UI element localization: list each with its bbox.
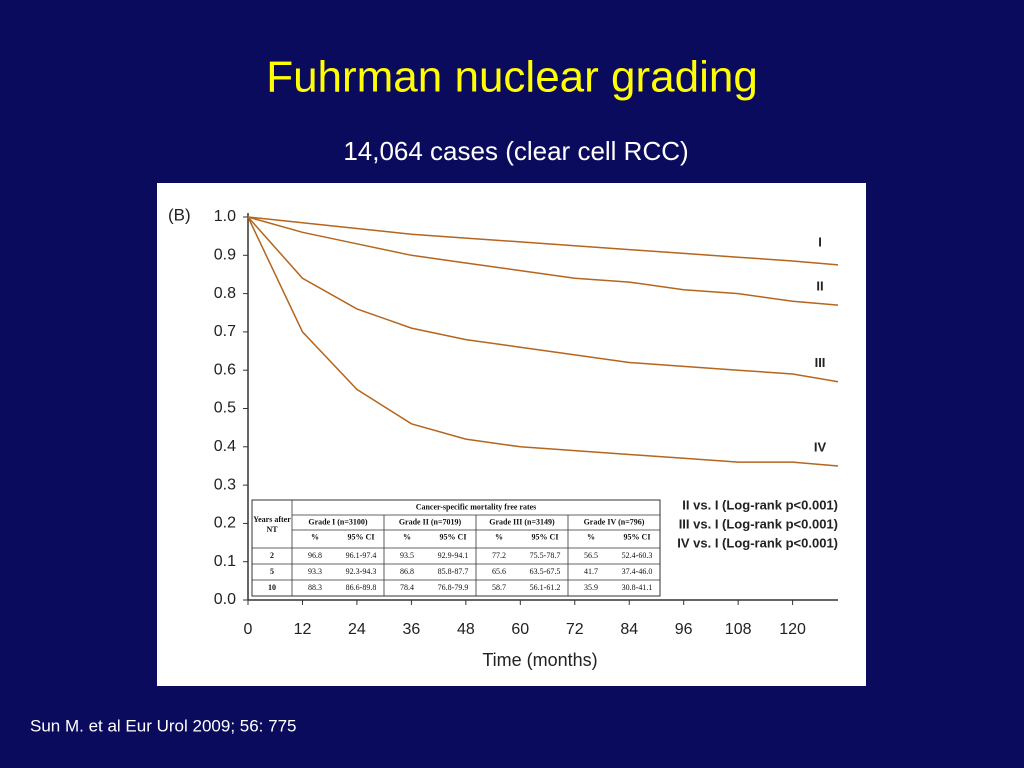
table-cell: 52.4-60.3: [622, 551, 653, 560]
table-cell: 88.3: [308, 583, 322, 592]
y-tick-label: 0.7: [214, 323, 236, 340]
table-cell: 65.6: [492, 567, 506, 576]
table-cell: %: [495, 532, 503, 541]
table-cell: %: [403, 532, 411, 541]
table-cell: 86.6-89.8: [346, 583, 377, 592]
table-cell: Grade II (n=7019): [399, 517, 462, 526]
slide-title: Fuhrman nuclear grading: [266, 53, 758, 102]
x-tick-label: 24: [348, 621, 366, 638]
y-tick-label: 0.4: [214, 438, 236, 455]
x-tick-label: 0: [244, 621, 253, 638]
table-cell: Cancer-specific mortality free rates: [416, 502, 537, 511]
x-tick-label: 96: [675, 621, 693, 638]
table-cell: 2: [270, 551, 274, 560]
table-cell: Grade III (n=3149): [489, 517, 555, 526]
survival-curve: [247, 216, 839, 266]
table-cell: 76.8-79.9: [438, 583, 469, 592]
survival-curve: [247, 216, 839, 383]
x-axis-label: Time (months): [482, 650, 597, 670]
curve-label: II: [816, 279, 823, 294]
table-cell: 85.8-87.7: [438, 567, 469, 576]
y-tick-label: 0.1: [214, 553, 236, 570]
table-cell: 78.4: [400, 583, 414, 592]
table-cell: 92.3-94.3: [346, 567, 377, 576]
log-rank-note: II vs. I (Log-rank p<0.001): [682, 497, 838, 512]
curve-label: IV: [814, 439, 827, 454]
y-tick-label: 1.0: [214, 208, 236, 225]
table-cell: 30.8-41.1: [622, 583, 653, 592]
table-corner: Years after NT: [253, 515, 291, 534]
table-cell: 10: [268, 583, 276, 592]
y-tick-label: 0.5: [214, 400, 236, 417]
table-cell: 93.5: [400, 551, 414, 560]
survival-curve: [247, 216, 839, 306]
table-cell: Grade I (n=3100): [308, 517, 368, 526]
x-tick-label: 120: [779, 621, 806, 638]
table-cell: 95% CI: [348, 532, 375, 541]
table-cell: 92.9-94.1: [438, 551, 469, 560]
y-tick-label: 0.6: [214, 361, 236, 378]
citation: Sun M. et al Eur Urol 2009; 56: 775: [30, 716, 297, 735]
chart-panel: [157, 183, 866, 686]
table-cell: 41.7: [584, 567, 598, 576]
log-rank-note: III vs. I (Log-rank p<0.001): [679, 516, 838, 531]
table-cell: 95% CI: [624, 532, 651, 541]
table-cell: 96.1-97.4: [346, 551, 377, 560]
table-cell: 95% CI: [440, 532, 467, 541]
table-cell: Grade IV (n=796): [584, 517, 645, 526]
table-cell: 96.8: [308, 551, 322, 560]
x-tick-label: 108: [725, 621, 752, 638]
table-cell: 75.5-78.7: [530, 551, 561, 560]
table-cell: 93.3: [308, 567, 322, 576]
x-tick-label: 36: [402, 621, 420, 638]
log-rank-note: IV vs. I (Log-rank p<0.001): [677, 535, 838, 550]
table-cell: 77.2: [492, 551, 506, 560]
x-tick-label: 84: [620, 621, 638, 638]
y-tick-label: 0.2: [214, 515, 236, 532]
panel-label: (B): [168, 205, 191, 224]
curve-label: I: [818, 234, 822, 249]
table-cell: %: [587, 532, 595, 541]
table-cell: 56.1-61.2: [530, 583, 561, 592]
table-cell: %: [311, 532, 319, 541]
curve-label: III: [815, 355, 826, 370]
table-cell: 35.9: [584, 583, 598, 592]
table-cell: 86.8: [400, 567, 414, 576]
y-tick-label: 0.8: [214, 285, 236, 302]
table-cell: 56.5: [584, 551, 598, 560]
table-cell: 37.4-46.0: [622, 567, 653, 576]
y-tick-label: 0.9: [214, 247, 236, 264]
table-cell: 63.5-67.5: [530, 567, 561, 576]
table-cell: 58.7: [492, 583, 506, 592]
x-tick-label: 60: [511, 621, 529, 638]
survival-curve: [247, 216, 839, 467]
x-tick-label: 72: [566, 621, 584, 638]
x-tick-label: 48: [457, 621, 475, 638]
y-tick-label: 0.3: [214, 476, 236, 493]
table-cell: 5: [270, 567, 274, 576]
x-tick-label: 12: [294, 621, 312, 638]
y-tick-label: 0.0: [214, 591, 236, 608]
slide-subtitle: 14,064 cases (clear cell RCC): [343, 136, 688, 166]
table-cell: 95% CI: [532, 532, 559, 541]
